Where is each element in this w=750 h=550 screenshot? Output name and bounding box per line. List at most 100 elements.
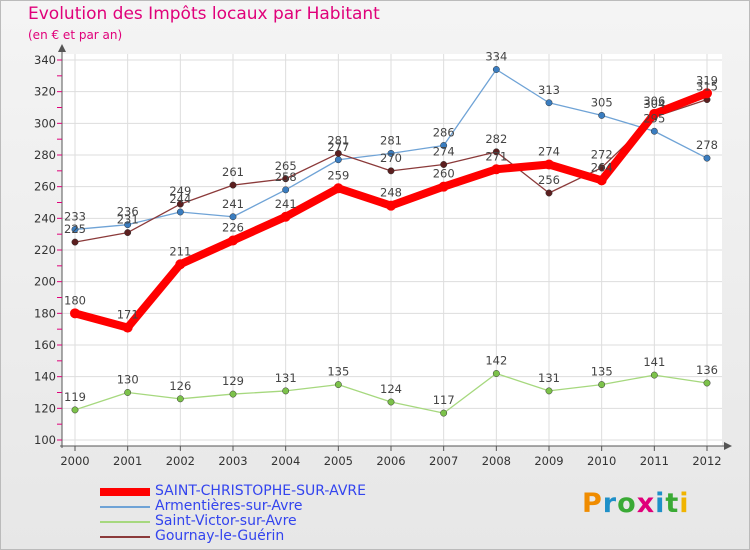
y-axis-arrow <box>58 44 66 52</box>
data-point <box>229 390 237 398</box>
x-tick-label: 2012 <box>692 454 721 468</box>
x-tick-label: 2000 <box>60 454 89 468</box>
x-tick-label: 2011 <box>640 454 669 468</box>
chart-title: Evolution des Impôts locaux par Habitant <box>28 4 380 24</box>
data-point <box>596 175 607 186</box>
data-label: 282 <box>485 132 507 146</box>
data-point <box>598 381 606 389</box>
data-label: 129 <box>222 374 244 388</box>
data-point <box>545 387 553 395</box>
data-point <box>545 99 553 107</box>
data-label: 315 <box>696 80 718 94</box>
data-label: 131 <box>275 371 297 385</box>
legend-label: Armentières-sur-Avre <box>155 498 303 514</box>
data-point <box>282 186 290 194</box>
data-point <box>176 395 184 403</box>
data-label: 265 <box>275 159 297 173</box>
data-point <box>650 127 658 135</box>
data-label: 225 <box>64 222 86 236</box>
x-tick-label: 2005 <box>324 454 353 468</box>
x-tick-label: 2006 <box>376 454 405 468</box>
data-point <box>440 142 448 149</box>
data-label: 271 <box>485 149 507 163</box>
data-point <box>544 159 554 170</box>
data-label: 304 <box>643 97 665 111</box>
data-label: 286 <box>433 126 455 140</box>
legend-item: SAINT-CHRISTOPHE-SUR-AVRE <box>100 484 366 499</box>
data-point <box>70 308 80 319</box>
y-tick-label: 240 <box>34 211 56 225</box>
data-label: 136 <box>696 363 718 377</box>
data-point <box>176 200 184 208</box>
data-label: 241 <box>275 197 297 211</box>
data-label: 256 <box>538 173 560 187</box>
data-point <box>492 370 500 377</box>
legend-swatch <box>100 487 150 496</box>
data-label: 270 <box>380 151 402 165</box>
data-label: 278 <box>696 138 718 152</box>
y-tick-label: 200 <box>34 275 56 289</box>
data-label: 117 <box>433 393 455 407</box>
data-label: 249 <box>169 184 191 198</box>
data-label: 281 <box>327 133 349 147</box>
data-label: 260 <box>433 167 455 181</box>
legend-swatch <box>100 535 150 538</box>
data-label: 277 <box>327 140 349 154</box>
proxiti-logo: Proxiti <box>582 488 690 519</box>
y-tick-label: 160 <box>34 338 56 352</box>
data-label: 124 <box>380 382 402 396</box>
data-point <box>387 167 395 175</box>
data-label: 319 <box>696 73 718 87</box>
data-label: 130 <box>117 373 139 387</box>
data-label: 231 <box>117 213 139 227</box>
data-label: 264 <box>591 160 613 174</box>
data-label: 236 <box>117 205 139 219</box>
data-point <box>703 379 711 387</box>
data-point <box>282 175 290 183</box>
data-point <box>438 181 449 192</box>
data-point <box>598 111 606 119</box>
data-label: 244 <box>169 192 191 206</box>
legend-swatch <box>100 505 150 508</box>
data-label: 306 <box>643 94 665 108</box>
data-label: 180 <box>64 293 86 307</box>
data-point <box>386 200 396 211</box>
data-point <box>334 149 342 157</box>
y-tick-label: 260 <box>34 180 56 194</box>
y-tick-label: 220 <box>34 243 56 257</box>
line-chart: 100 120 140 160 180 200 220 240 260 280 300 320 340 2… <box>34 44 732 468</box>
legend-item: Saint-Victor-sur-Avre <box>100 514 366 529</box>
legend-item: Armentières-sur-Avre <box>100 499 366 514</box>
data-label: 281 <box>380 133 402 147</box>
data-label: 119 <box>64 390 86 404</box>
data-point <box>124 221 132 229</box>
data-label: 274 <box>538 145 560 159</box>
data-label: 131 <box>538 371 560 385</box>
data-point <box>229 213 237 221</box>
data-point <box>702 88 712 99</box>
chart-subtitle: (en € et par an) <box>28 28 123 42</box>
data-label: 241 <box>222 197 244 211</box>
data-point <box>175 259 186 270</box>
data-label: 305 <box>591 95 613 109</box>
data-label: 334 <box>485 50 507 64</box>
legend-label: Gournay-le-Guérin <box>155 528 285 544</box>
y-tick-label: 300 <box>34 116 56 130</box>
data-label: 261 <box>222 165 244 179</box>
data-point <box>229 181 237 189</box>
data-point <box>649 108 660 119</box>
data-point <box>491 164 502 175</box>
legend-item: Gournay-le-Guérin <box>100 529 366 544</box>
data-point <box>650 371 658 379</box>
data-point <box>228 235 238 246</box>
x-tick-label: 2009 <box>534 454 563 468</box>
y-tick-label: 140 <box>34 370 56 384</box>
data-point <box>280 211 291 222</box>
data-label: 171 <box>117 308 139 322</box>
data-point <box>703 154 711 162</box>
y-tick-label: 100 <box>34 433 56 447</box>
data-label: 135 <box>591 365 613 379</box>
x-tick-label: 2008 <box>482 454 511 468</box>
x-tick-label: 2003 <box>218 454 247 468</box>
data-point <box>598 164 606 172</box>
